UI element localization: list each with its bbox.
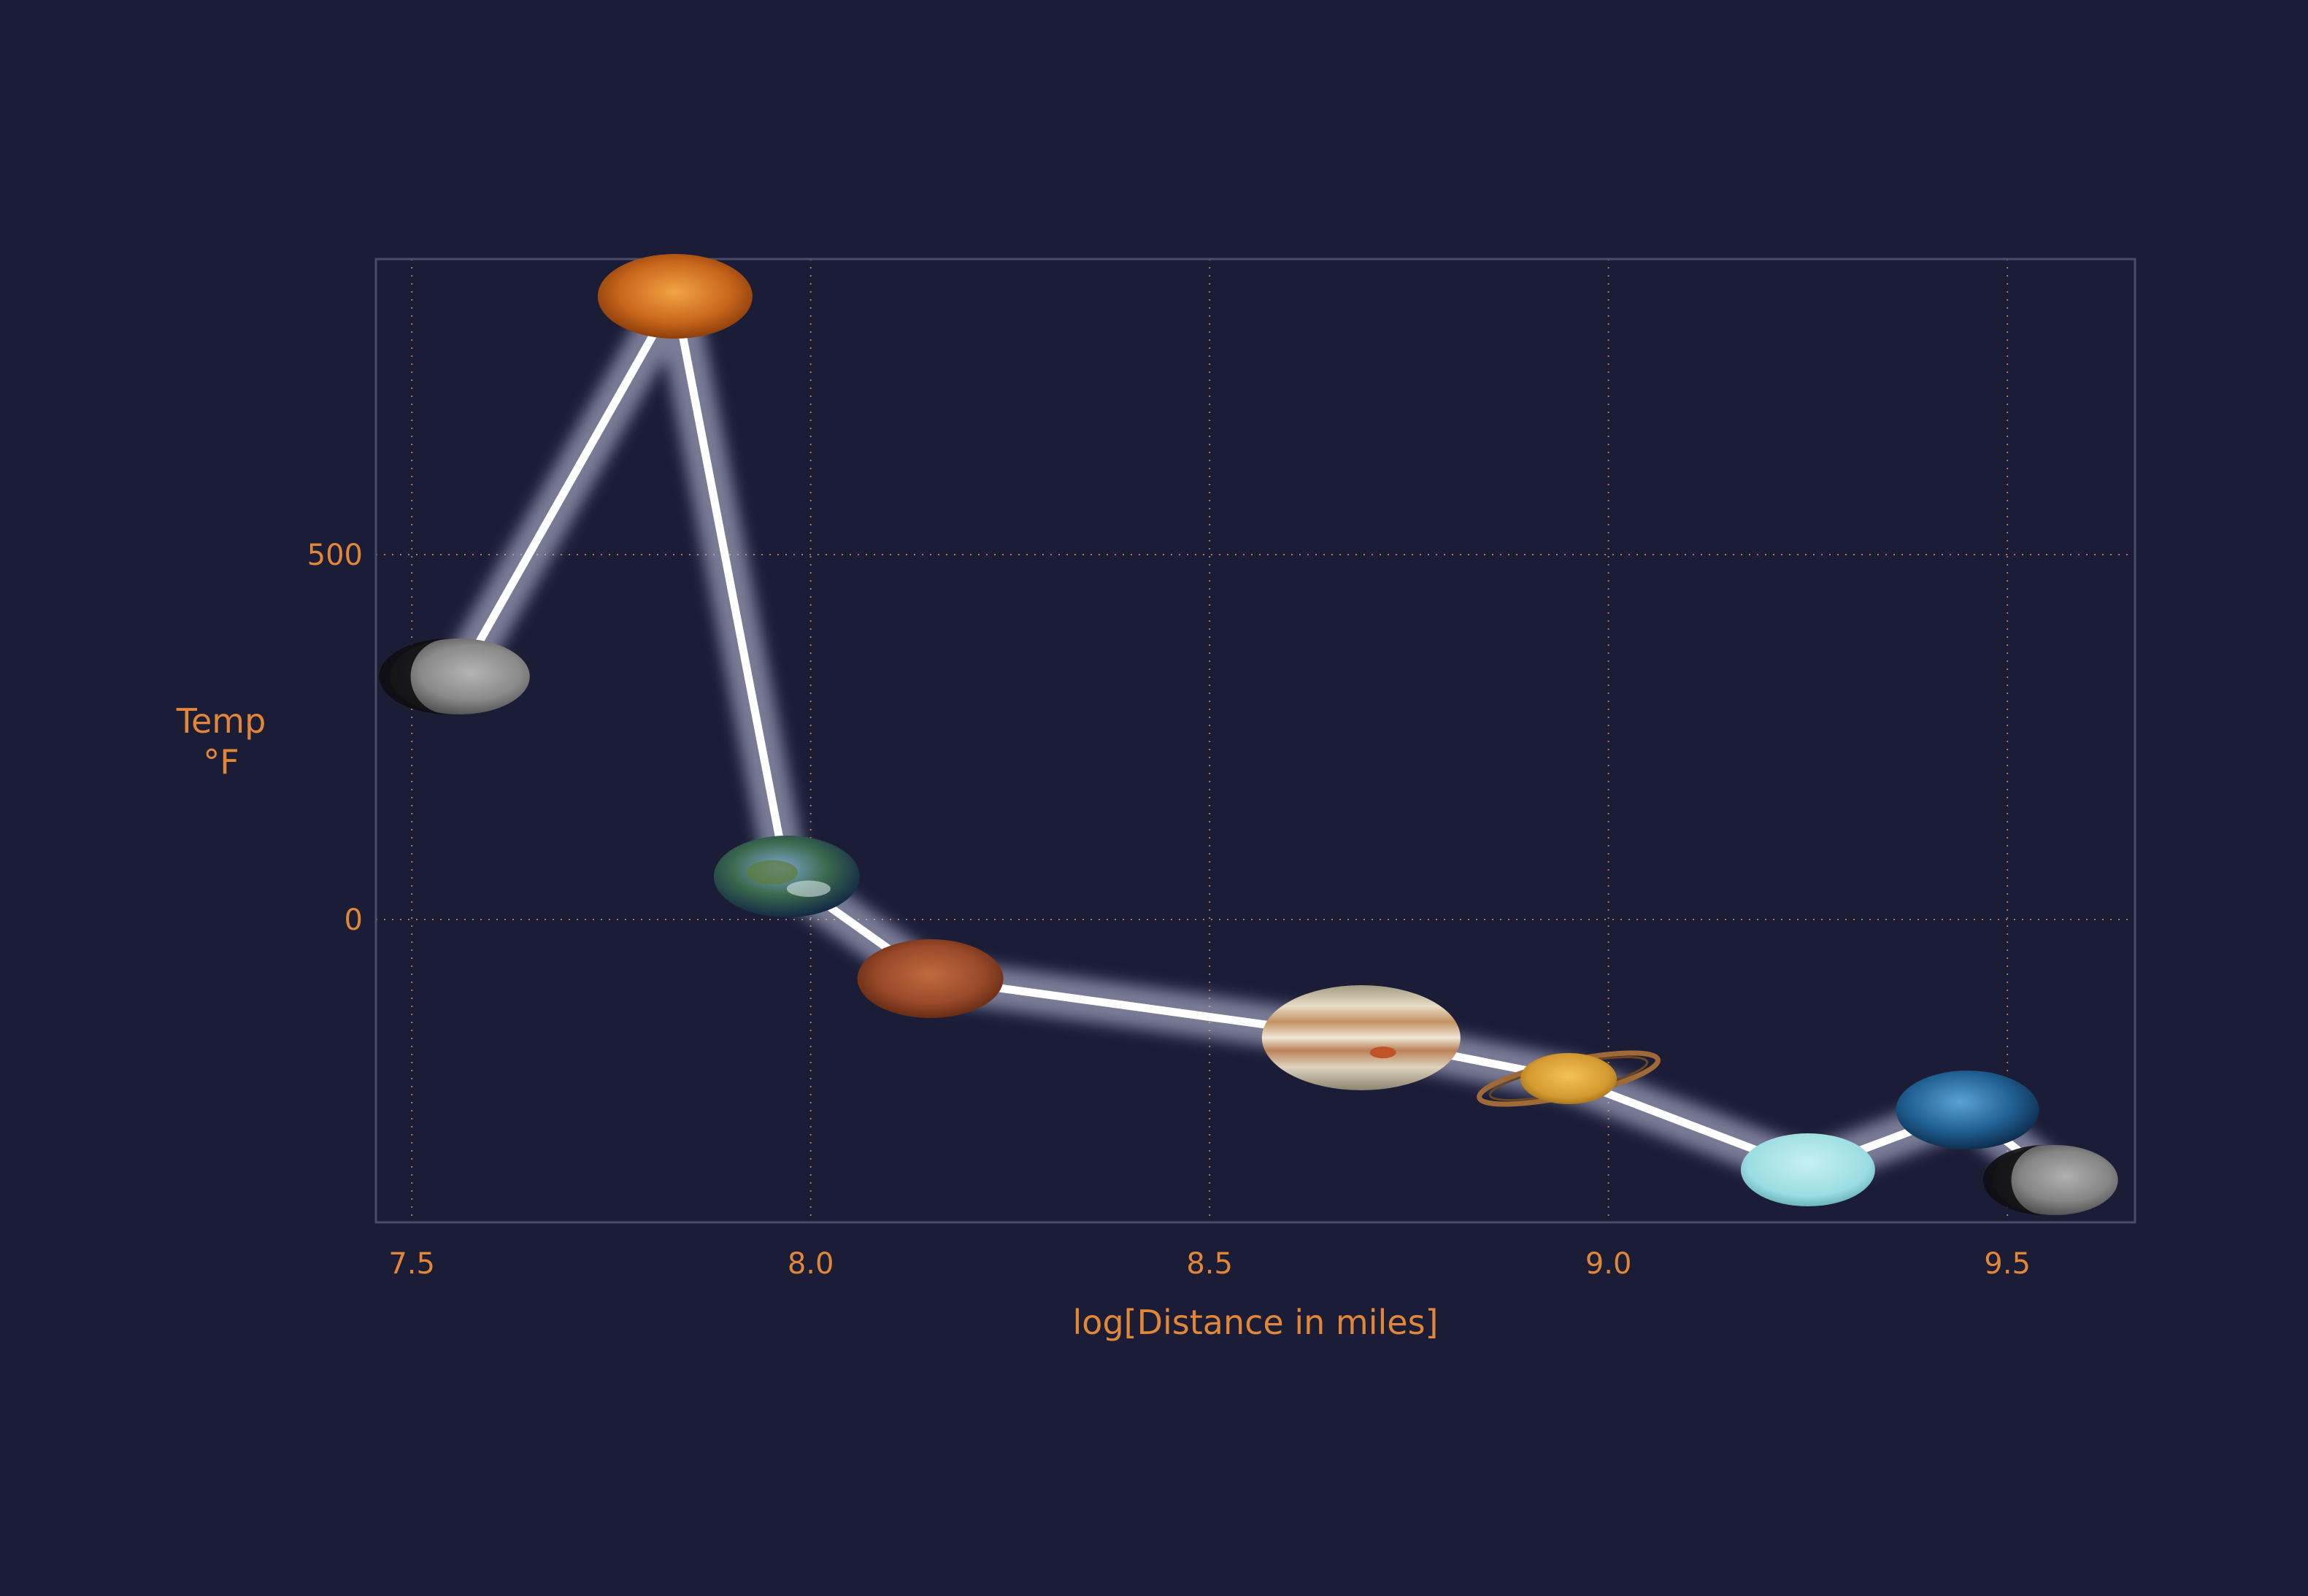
- y-tick-label: 500: [307, 539, 363, 572]
- data-point-mars: [857, 939, 1004, 1018]
- series-line: [455, 292, 2060, 1184]
- x-axis-title: log[Distance in miles]: [1073, 1303, 1439, 1342]
- data-point-neptune: [1896, 1071, 2039, 1149]
- data-point-jupiter: [1261, 985, 1461, 1090]
- data-point-earth: [713, 836, 860, 917]
- data-point-uranus: [1740, 1133, 1875, 1206]
- y-axis-title-line-2: °F: [203, 742, 239, 782]
- data-point-venus: [597, 254, 753, 339]
- data-point-saturn: [1477, 1050, 1661, 1107]
- data-point-pluto: [1982, 1145, 2118, 1215]
- plot-frame: [374, 258, 2136, 1224]
- x-tick-label: 9.0: [1585, 1247, 1632, 1281]
- y-tick-label: 0: [345, 903, 363, 937]
- x-tick-label: 8.0: [788, 1247, 834, 1281]
- x-tick-label: 9.5: [1984, 1247, 2031, 1281]
- x-tick-label: 7.5: [388, 1247, 435, 1281]
- x-tick-label: 8.5: [1186, 1247, 1233, 1281]
- y-axis-title-line-1: Temp: [176, 701, 266, 741]
- data-point-mercury: [379, 639, 530, 714]
